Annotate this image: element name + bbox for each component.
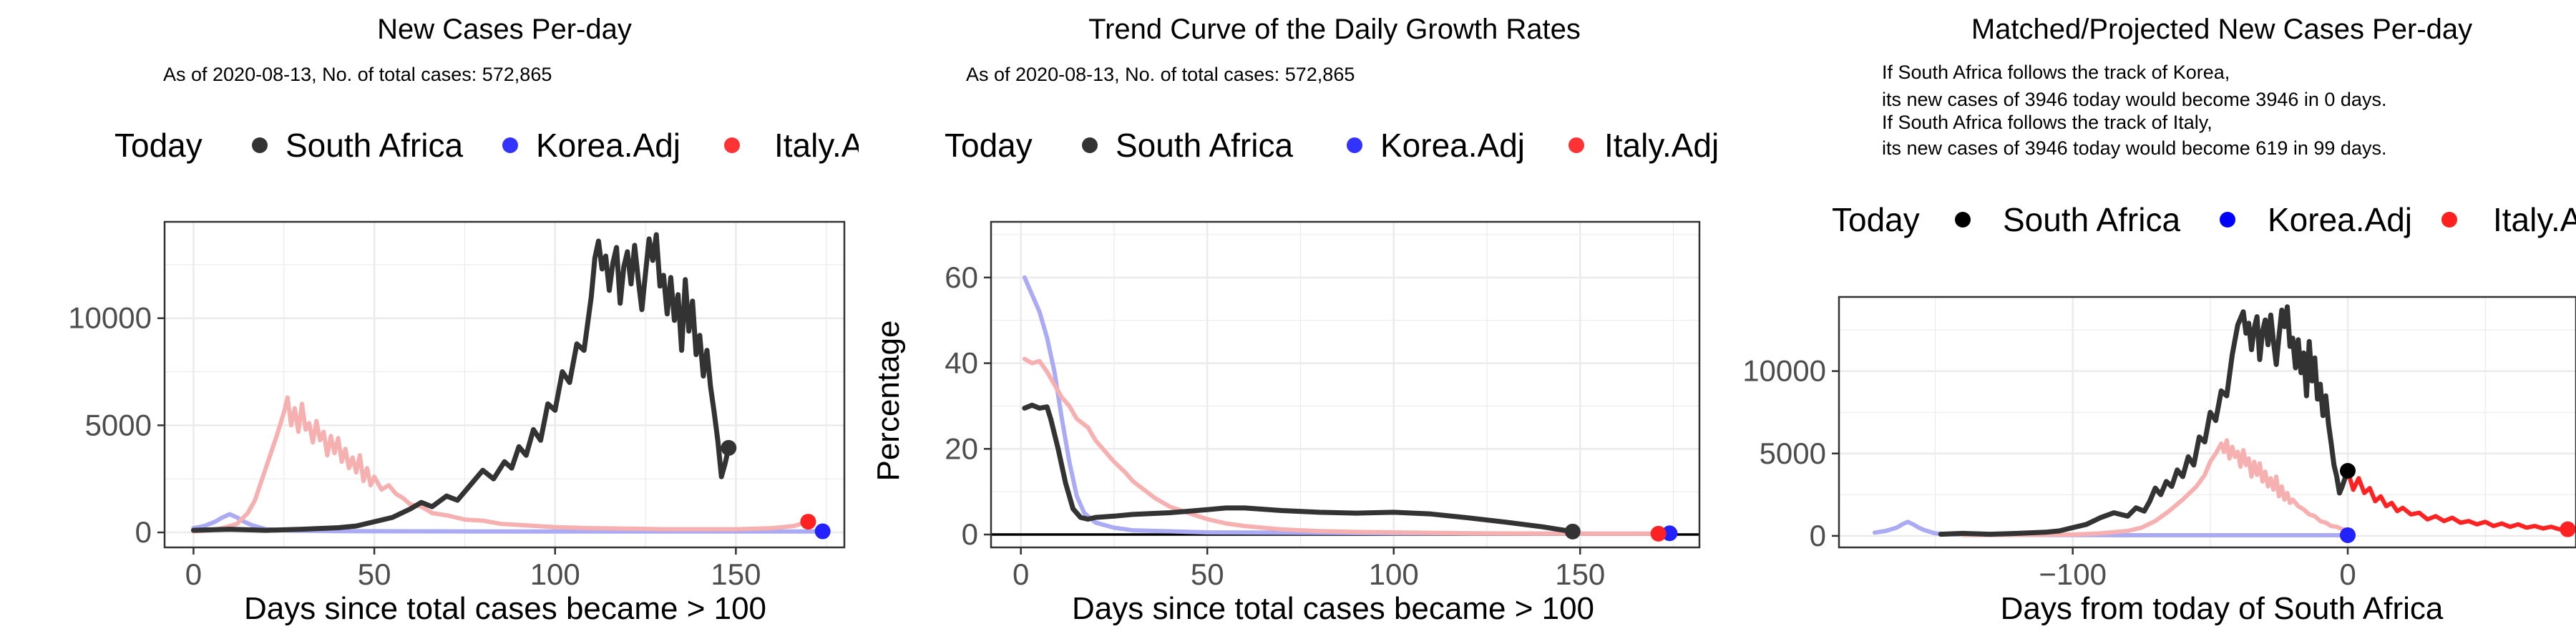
y-axis-label: Percentage bbox=[871, 320, 906, 481]
legend-label-italy: Italy.Adj bbox=[774, 127, 889, 164]
subtitle-line: If South Africa follows the track of Ita… bbox=[1882, 112, 2212, 133]
legend-key-korea bbox=[1347, 137, 1362, 153]
x-tick-label: −100 bbox=[2039, 557, 2107, 591]
series-line-italy-adj-projected bbox=[2346, 469, 2570, 532]
series-line-south-africa bbox=[190, 232, 731, 533]
subtitle-line: its new cases of 3946 today would become… bbox=[1882, 137, 2386, 159]
subtitle-line: its new cases of 3946 today would become… bbox=[1882, 89, 2386, 110]
x-tick-label: 50 bbox=[1191, 557, 1224, 591]
plot-background bbox=[165, 222, 844, 547]
legend-label-south-africa: South Africa bbox=[286, 127, 463, 164]
x-tick-label: 50 bbox=[358, 557, 391, 591]
chart-subtitle: If South Africa follows the track of Kor… bbox=[1882, 62, 2386, 159]
legend-title: Today bbox=[945, 127, 1033, 164]
panel-new-cases: New Cases Per-day As of 2020-08-13, No. … bbox=[68, 14, 889, 626]
series-line-korea-adj bbox=[1022, 275, 1672, 536]
y-tick-label: 5000 bbox=[1760, 436, 1826, 470]
chart-title: Matched/Projected New Cases Per-day bbox=[1971, 14, 2472, 45]
today-point-italy-adj bbox=[800, 514, 816, 530]
plot-border bbox=[990, 220, 1701, 549]
series-line-italy-adj bbox=[1022, 356, 1661, 536]
series-line-italy-adj bbox=[191, 395, 811, 534]
chart-title: Trend Curve of the Daily Growth Rates bbox=[1088, 14, 1581, 45]
legend-key-italy bbox=[2441, 212, 2457, 228]
x-tick-label: 0 bbox=[1013, 557, 1029, 591]
subtitle-line: If South Africa follows the track of Kor… bbox=[1882, 62, 2230, 83]
y-tick-label: 40 bbox=[945, 346, 978, 380]
x-tick-label: 100 bbox=[530, 557, 580, 591]
x-axis-label: Days from today of South Africa bbox=[2001, 591, 2444, 626]
chart-subtitle: As of 2020-08-13, No. of total cases: 57… bbox=[966, 64, 1355, 85]
panel-matched-projected: Matched/Projected New Cases Per-day If S… bbox=[1742, 14, 2576, 626]
series-line-italy-adj bbox=[1960, 438, 2350, 537]
y-tick-label: 5000 bbox=[85, 408, 152, 441]
y-tick-label: 0 bbox=[1810, 519, 1826, 552]
legend-label-italy: Italy.Adj bbox=[1604, 127, 1719, 164]
x-tick-label: 100 bbox=[1369, 557, 1419, 591]
legend-label-korea: Korea.Adj bbox=[536, 127, 680, 164]
legend-key-italy bbox=[1568, 137, 1584, 153]
chart-title: New Cases Per-day bbox=[377, 14, 632, 45]
today-point-korea-adj bbox=[2340, 527, 2356, 543]
y-tick-label: 20 bbox=[945, 431, 978, 465]
y-tick-label: 0 bbox=[962, 517, 978, 551]
x-tick-label: 0 bbox=[185, 557, 202, 591]
today-point-italy-adj bbox=[2560, 521, 2576, 537]
legend-key-korea bbox=[502, 137, 518, 153]
legend-key-south-africa bbox=[252, 137, 268, 153]
x-tick-label: 150 bbox=[1555, 557, 1605, 591]
plot-area: −100 0 0 5000 10000 bbox=[1742, 296, 2576, 591]
y-tick-label: 60 bbox=[945, 260, 978, 294]
legend-title: Today bbox=[114, 127, 203, 164]
legend-label-korea: Korea.Adj bbox=[2268, 201, 2412, 238]
legend-key-korea bbox=[2220, 212, 2235, 228]
today-point-south-africa bbox=[2340, 463, 2356, 479]
legend-label-south-africa: South Africa bbox=[1116, 127, 1293, 164]
panel-growth-rates: Trend Curve of the Daily Growth Rates As… bbox=[871, 14, 1719, 626]
plot-border bbox=[1838, 296, 2576, 549]
legend: Today South Africa Korea.Adj Italy.Adj bbox=[114, 127, 889, 164]
plot-border bbox=[163, 220, 846, 549]
legend: Today South Africa Korea.Adj Italy.Adj bbox=[945, 127, 1719, 164]
plot-area: 0 50 100 150 0 5000 10000 bbox=[68, 220, 846, 591]
legend-label-korea: Korea.Adj bbox=[1380, 127, 1525, 164]
plot-background bbox=[991, 222, 1699, 547]
today-point-south-africa bbox=[721, 439, 737, 456]
series-line-south-africa bbox=[1938, 304, 2351, 537]
legend-title: Today bbox=[1832, 201, 1920, 238]
legend-key-south-africa bbox=[1955, 212, 1971, 228]
x-tick-label: 150 bbox=[711, 557, 761, 591]
y-tick-label: 10000 bbox=[68, 301, 152, 335]
legend-key-south-africa bbox=[1082, 137, 1098, 153]
series-line-korea-adj bbox=[1873, 519, 2350, 537]
today-point-south-africa bbox=[1564, 523, 1581, 540]
series-line-south-africa bbox=[1022, 402, 1576, 535]
x-axis-label: Days since total cases became > 100 bbox=[244, 591, 766, 626]
today-point-italy-adj bbox=[1650, 525, 1667, 542]
plot-area: 0 50 100 150 0 20 40 60 bbox=[945, 220, 1701, 591]
legend-label-italy: Italy.Adj bbox=[2493, 201, 2576, 238]
legend-key-italy bbox=[724, 137, 740, 153]
y-tick-label: 0 bbox=[135, 515, 152, 549]
today-point-korea-adj bbox=[1662, 525, 1678, 542]
x-tick-label: 0 bbox=[2339, 557, 2356, 591]
today-point-korea-adj bbox=[814, 523, 831, 540]
legend-label-south-africa: South Africa bbox=[2003, 201, 2180, 238]
chart-subtitle: As of 2020-08-13, No. of total cases: 57… bbox=[163, 64, 552, 85]
x-axis-label: Days since total cases became > 100 bbox=[1072, 591, 1594, 626]
y-tick-label: 10000 bbox=[1742, 354, 1826, 388]
legend: Today South Africa Korea.Adj Italy.Adj bbox=[1832, 201, 2576, 238]
